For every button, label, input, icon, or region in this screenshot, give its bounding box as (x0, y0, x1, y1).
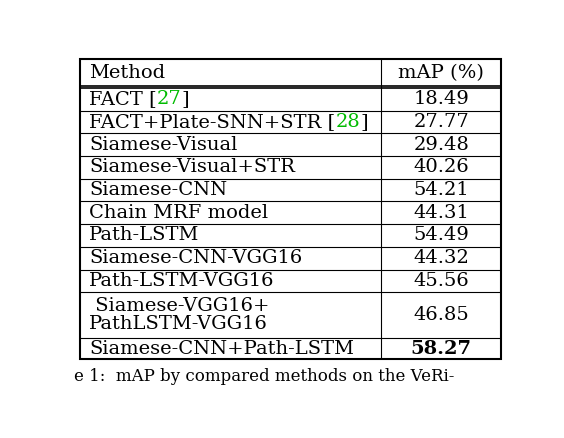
Text: ]: ] (360, 113, 368, 131)
Text: Chain MRF model: Chain MRF model (89, 204, 268, 222)
Text: Siamese-VGG16+: Siamese-VGG16+ (89, 297, 270, 315)
Text: FACT [: FACT [ (89, 90, 157, 108)
Text: Siamese-CNN-VGG16: Siamese-CNN-VGG16 (89, 249, 302, 267)
Text: PathLSTM-VGG16: PathLSTM-VGG16 (89, 315, 268, 333)
Text: 54.21: 54.21 (413, 181, 469, 199)
Text: 44.31: 44.31 (413, 204, 469, 222)
Text: FACT+Plate-SNN+STR [: FACT+Plate-SNN+STR [ (89, 113, 336, 131)
Text: e 1:  mAP by compared methods on the VeRi-: e 1: mAP by compared methods on the VeRi… (73, 368, 454, 385)
Text: 18.49: 18.49 (413, 90, 469, 108)
Text: Path-LSTM: Path-LSTM (89, 226, 200, 244)
Text: 28: 28 (336, 113, 360, 131)
Text: 58.27: 58.27 (411, 340, 472, 358)
Text: 54.49: 54.49 (413, 226, 469, 244)
Bar (80, 59, 501, 359)
Text: Method: Method (89, 64, 165, 81)
Text: 29.48: 29.48 (413, 136, 469, 154)
Text: ]: ] (182, 90, 190, 108)
Text: Siamese-Visual: Siamese-Visual (89, 136, 237, 154)
Text: 27.77: 27.77 (413, 113, 469, 131)
Text: mAP (%): mAP (%) (398, 64, 484, 81)
Text: Siamese-CNN+Path-LSTM: Siamese-CNN+Path-LSTM (89, 340, 354, 358)
Text: Path-LSTM-VGG16: Path-LSTM-VGG16 (89, 272, 275, 290)
Text: 45.56: 45.56 (413, 272, 469, 290)
Text: Siamese-Visual+STR: Siamese-Visual+STR (89, 158, 295, 177)
Text: 27: 27 (157, 90, 182, 108)
Text: 44.32: 44.32 (413, 249, 469, 267)
Text: Siamese-CNN: Siamese-CNN (89, 181, 227, 199)
Text: 40.26: 40.26 (413, 158, 469, 177)
Text: 46.85: 46.85 (413, 306, 469, 324)
